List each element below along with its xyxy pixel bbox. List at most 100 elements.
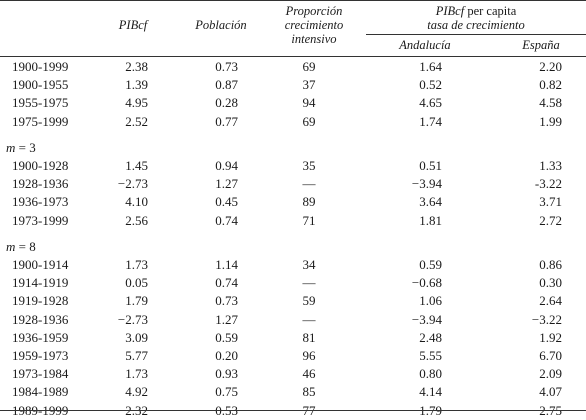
col-header-pib: PIBcf xyxy=(118,18,148,32)
cell-proporcion: 81 xyxy=(302,329,316,345)
cell-andalucia: 0.52 xyxy=(419,77,442,93)
col-header-espana: España xyxy=(522,38,560,52)
cell-poblacion: 1.27 xyxy=(215,311,238,327)
cell-period: 1900-1914 xyxy=(12,257,69,272)
cell-pib: 1.73 xyxy=(125,257,148,272)
cell-proporcion: 35 xyxy=(302,158,316,173)
cell-andalucia: 1.64 xyxy=(419,59,442,74)
cell-period: 1900-1999 xyxy=(12,59,69,74)
section-title-value: = 8 xyxy=(15,238,36,254)
cell-pib: 4.95 xyxy=(125,95,148,111)
table-row: 1928-1936 −2.73 1.27 — −3.94 −3.22 xyxy=(0,311,586,329)
cell-andalucia: 0.51 xyxy=(419,158,442,173)
col-header-proporcion-line2: crecimiento xyxy=(284,18,344,32)
cell-andalucia: 4.65 xyxy=(419,95,442,111)
cell-period: 1959-1973 xyxy=(12,348,69,363)
cell-poblacion: 0.73 xyxy=(215,59,238,74)
table-row: 1900-1955 1.39 0.87 37 0.52 0.82 xyxy=(0,76,586,94)
cell-proporcion: — xyxy=(302,176,316,192)
col-header-proporcion: Proporción crecimiento intensivo xyxy=(272,4,356,46)
section-title: m = 3 xyxy=(6,139,36,157)
table-row: 1900-1914 1.73 1.14 34 0.59 0.86 xyxy=(0,256,586,274)
cell-proporcion: 46 xyxy=(302,366,316,382)
section-title-variable: m xyxy=(6,238,16,254)
cell-proporcion: 37 xyxy=(302,77,316,93)
cell-pib: 4.10 xyxy=(125,194,148,210)
cell-period: 1973-1999 xyxy=(12,212,69,228)
cell-proporcion: 59 xyxy=(302,293,316,309)
cell-period: 1900-1928 xyxy=(12,158,69,173)
cell-espana: 0.86 xyxy=(539,257,562,272)
cell-andalucia: 0.80 xyxy=(419,366,442,382)
cell-pib: 1.39 xyxy=(125,77,148,93)
cell-poblacion: 1.27 xyxy=(215,176,238,192)
cell-period: 1984-1989 xyxy=(12,384,69,400)
cell-pib: 0.05 xyxy=(125,275,148,291)
cell-pib: 2.56 xyxy=(125,212,148,228)
cell-espana: 4.58 xyxy=(539,95,562,111)
cell-espana: −3.22 xyxy=(531,311,562,327)
cell-espana: 2.72 xyxy=(539,212,562,228)
header-bottom-rule xyxy=(0,56,586,57)
cell-period: 1914-1919 xyxy=(12,275,69,291)
table-row: 1973-1999 2.56 0.74 71 1.81 2.72 xyxy=(0,212,586,230)
cell-period: 1928-1936 xyxy=(12,311,69,327)
cell-andalucia: 1.81 xyxy=(419,212,442,228)
cell-andalucia: 4.14 xyxy=(419,384,442,400)
cell-poblacion: 0.20 xyxy=(215,348,238,363)
cell-andalucia: −3.94 xyxy=(411,311,442,327)
cell-pib: 4.92 xyxy=(125,384,148,400)
cell-poblacion: 0.77 xyxy=(215,113,238,129)
cell-period: 1973-1984 xyxy=(12,366,69,382)
cell-pib: −2.73 xyxy=(117,311,148,327)
cell-proporcion: 34 xyxy=(302,257,316,272)
cell-pib: 1.79 xyxy=(125,293,148,309)
table-row: 1936-1973 4.10 0.45 89 3.64 3.71 xyxy=(0,193,586,211)
cell-proporcion: 89 xyxy=(302,194,316,210)
col-header-proporcion-line3: intensivo xyxy=(291,32,337,46)
table-row: 1959-1973 5.77 0.20 96 5.55 6.70 xyxy=(0,347,586,365)
table-row: 1955-1975 4.95 0.28 94 4.65 4.58 xyxy=(0,94,586,112)
col-header-poblacion: Población xyxy=(195,18,247,32)
table-bottom-rule xyxy=(0,410,586,411)
cell-poblacion: 0.74 xyxy=(215,212,238,228)
cell-proporcion: 96 xyxy=(302,348,316,363)
cell-period: 1936-1973 xyxy=(12,194,69,210)
table-row: 1975-1999 2.52 0.77 69 1.74 1.99 xyxy=(0,113,586,131)
cell-proporcion: 85 xyxy=(302,384,316,400)
cell-pib: 1.45 xyxy=(125,158,148,173)
cell-espana: 2.64 xyxy=(539,293,562,309)
cell-espana: 1.99 xyxy=(539,113,562,129)
cell-espana: 0.82 xyxy=(539,77,562,93)
cell-espana: 3.71 xyxy=(539,194,562,210)
col-header-andalucia: Andalucía xyxy=(399,38,451,52)
cell-proporcion: 69 xyxy=(302,113,316,129)
cell-poblacion: 0.94 xyxy=(215,158,238,173)
cell-pib: 3.09 xyxy=(125,329,148,345)
group-sub-rule xyxy=(366,34,586,35)
cell-espana: 6.70 xyxy=(539,348,562,363)
table-row: 1928-1936 −2.73 1.27 — −3.94 -3.22 xyxy=(0,175,586,193)
cell-espana: 1.92 xyxy=(539,329,562,345)
cell-poblacion: 0.59 xyxy=(215,329,238,345)
cell-espana: -3.22 xyxy=(534,176,562,192)
table-row: 1936-1959 3.09 0.59 81 2.48 1.92 xyxy=(0,329,586,347)
section-title: m = 8 xyxy=(6,238,36,256)
cell-andalucia: 2.48 xyxy=(419,329,442,345)
table-top-rule xyxy=(0,0,586,1)
cell-pib: 2.52 xyxy=(125,113,148,129)
section-title-variable: m xyxy=(6,139,16,155)
col-group-header-tasa: tasa de crecimiento xyxy=(427,18,525,32)
cell-period: 1919-1928 xyxy=(12,293,69,309)
cell-pib: −2.73 xyxy=(117,176,148,192)
col-group-header: PIBcf per capita tasa de crecimiento xyxy=(366,4,586,32)
cell-andalucia: 3.64 xyxy=(419,194,442,210)
cell-andalucia: 0.59 xyxy=(419,257,442,272)
cell-period: 1936-1959 xyxy=(12,329,69,345)
cell-pib: 1.73 xyxy=(125,366,148,382)
cell-poblacion: 0.45 xyxy=(215,194,238,210)
cell-andalucia: 5.55 xyxy=(419,348,442,363)
table-row: 1914-1919 0.05 0.74 — −0.68 0.30 xyxy=(0,274,586,292)
table-row: 1900-1999 2.38 0.73 69 1.64 2.20 xyxy=(0,58,586,76)
